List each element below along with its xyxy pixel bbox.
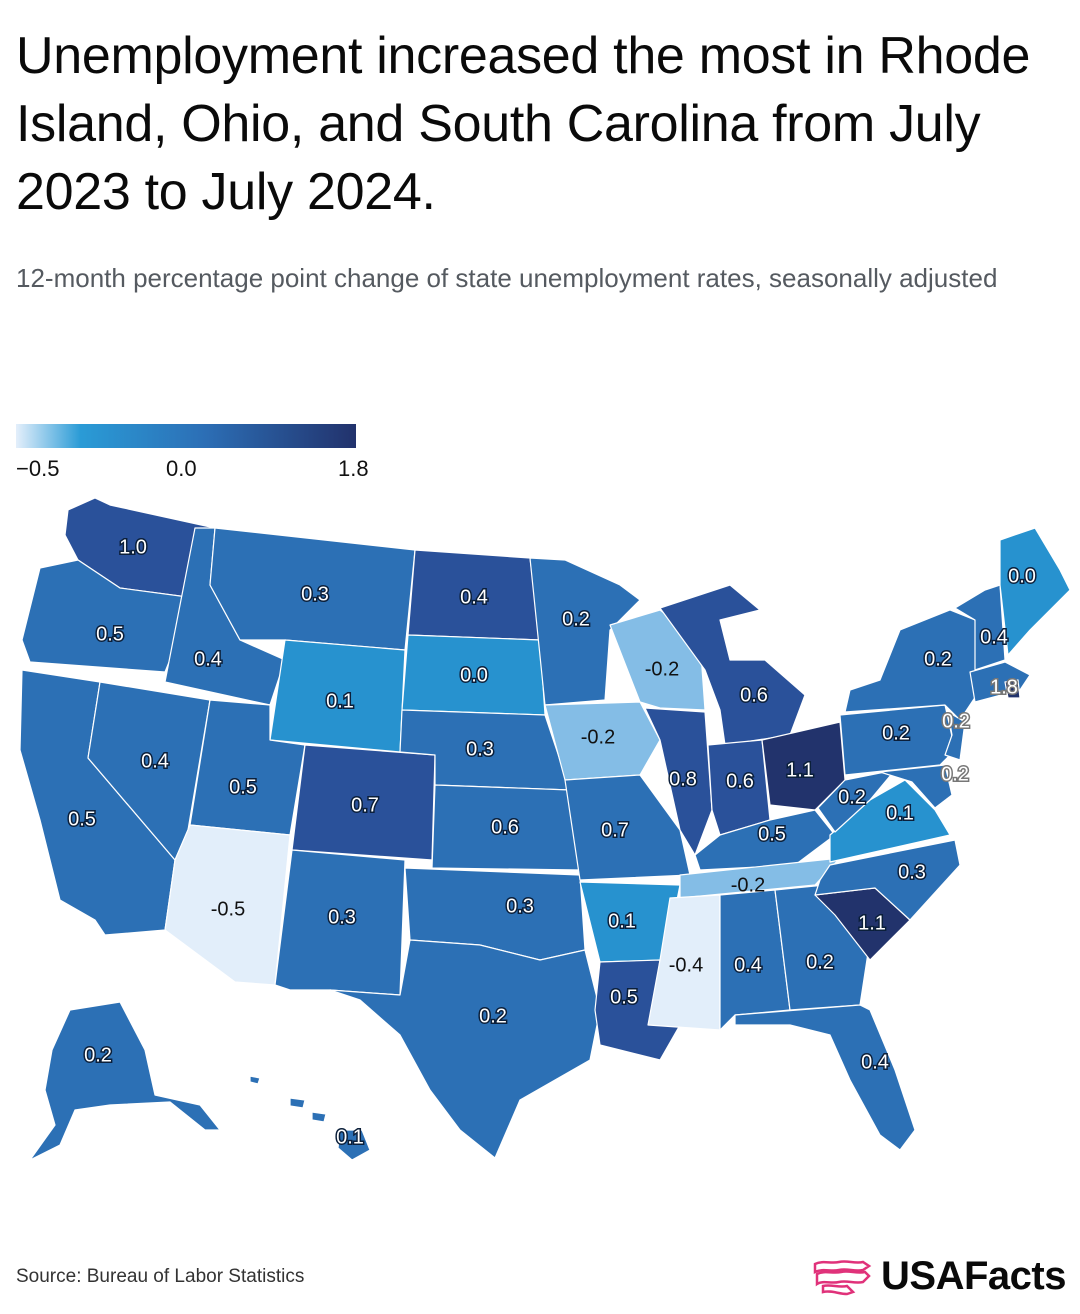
label-ga: 0.2: [806, 951, 834, 973]
state-ky[interactable]: [694, 809, 836, 871]
label-or: 0.5: [96, 623, 124, 645]
state-az[interactable]: [164, 824, 291, 986]
label-fl: 0.4: [861, 1051, 889, 1073]
label-va: 0.1: [886, 802, 914, 824]
label-wy: 0.1: [326, 690, 354, 712]
state-tn[interactable]: [679, 857, 841, 899]
label-la: 0.5: [610, 986, 638, 1008]
label-sc: 1.1: [858, 912, 886, 934]
label-ca: 0.5: [68, 808, 96, 830]
label-az: -0.5: [211, 898, 245, 920]
state-hi[interactable]: [249, 1075, 371, 1161]
label-nm: 0.3: [328, 906, 356, 928]
legend-mid-label: 0.0: [166, 456, 197, 481]
state-mi[interactable]: [659, 584, 806, 746]
state-ia[interactable]: [544, 701, 661, 781]
label-ak: 0.2: [84, 1044, 112, 1066]
label-ne: 0.3: [466, 738, 494, 760]
state-ny[interactable]: [844, 609, 981, 721]
us-map-svg: 1.0 0.5 0.5 0.4 0.4 0.3 0.1 0.5 -0.5 0.7…: [19, 497, 1071, 1161]
label-wv: 0.2: [838, 786, 866, 808]
label-tx: 0.2: [479, 1005, 507, 1027]
label-ar: 0.1: [608, 910, 636, 932]
state-ak[interactable]: [29, 1001, 221, 1161]
label-tn: -0.2: [731, 874, 765, 896]
brand-name: USAFacts: [881, 1253, 1066, 1298]
label-oh: 1.1: [786, 759, 814, 781]
label-vt-nh: 0.4: [980, 626, 1008, 648]
page-subtitle: 12-month percentage point change of stat…: [16, 263, 998, 293]
label-mn: 0.2: [562, 608, 590, 630]
label-ks: 0.6: [491, 816, 519, 838]
label-ky: 0.5: [758, 823, 786, 845]
state-mo[interactable]: [564, 774, 691, 881]
label-nc: 0.3: [898, 861, 926, 883]
legend-gradient-bar: [16, 424, 356, 448]
state-ma-ct[interactable]: [969, 661, 1031, 703]
source-note: Source: Bureau of Labor Statistics: [16, 1266, 305, 1287]
label-ms: -0.4: [669, 954, 703, 976]
label-ri: 1.8: [990, 676, 1018, 698]
us-map: 1.0 0.5 0.5 0.4 0.4 0.3 0.1 0.5 -0.5 0.7…: [0, 490, 1080, 1180]
label-hi: 0.1: [336, 1126, 364, 1148]
label-pa: 0.2: [882, 722, 910, 744]
label-wi: -0.2: [645, 658, 679, 680]
legend-max-label: 1.8: [338, 456, 369, 481]
state-nc[interactable]: [814, 839, 961, 921]
state-me[interactable]: [999, 527, 1071, 656]
label-sd: 0.0: [460, 664, 488, 686]
state-fl[interactable]: [734, 1004, 916, 1151]
label-ut: 0.5: [229, 776, 257, 798]
color-legend: −0.5 0.0 1.8: [16, 424, 369, 484]
state-nj[interactable]: [944, 711, 966, 761]
label-nj: 0.2: [942, 710, 970, 732]
page-title: Unemployment increased the most in Rhode…: [16, 27, 1031, 221]
label-nv: 0.4: [141, 750, 169, 772]
label-mt: 0.3: [301, 583, 329, 605]
label-ia: -0.2: [581, 726, 615, 748]
label-mo: 0.7: [601, 819, 629, 841]
label-ny: 0.2: [924, 648, 952, 670]
brand-logo[interactable]: USAFacts: [813, 1250, 1066, 1302]
label-in: 0.6: [726, 770, 754, 792]
state-md-de[interactable]: [879, 764, 953, 809]
label-al: 0.4: [734, 954, 762, 976]
label-wa: 1.0: [119, 536, 147, 558]
label-ok: 0.3: [506, 895, 534, 917]
state-ms[interactable]: [647, 894, 721, 1031]
legend-min-label: −0.5: [16, 456, 60, 481]
label-co: 0.7: [351, 794, 379, 816]
label-me: 0.0: [1008, 565, 1036, 587]
label-id: 0.4: [194, 648, 222, 670]
label-nd: 0.4: [460, 586, 488, 608]
state-ri[interactable]: [1004, 679, 1021, 699]
usafacts-logo-icon: [813, 1260, 872, 1296]
label-mi: 0.6: [740, 684, 768, 706]
label-il: 0.8: [669, 768, 697, 790]
state-vt-nh[interactable]: [954, 584, 1006, 671]
state-tx[interactable]: [329, 939, 601, 1159]
label-md-de: 0.2: [941, 763, 969, 785]
